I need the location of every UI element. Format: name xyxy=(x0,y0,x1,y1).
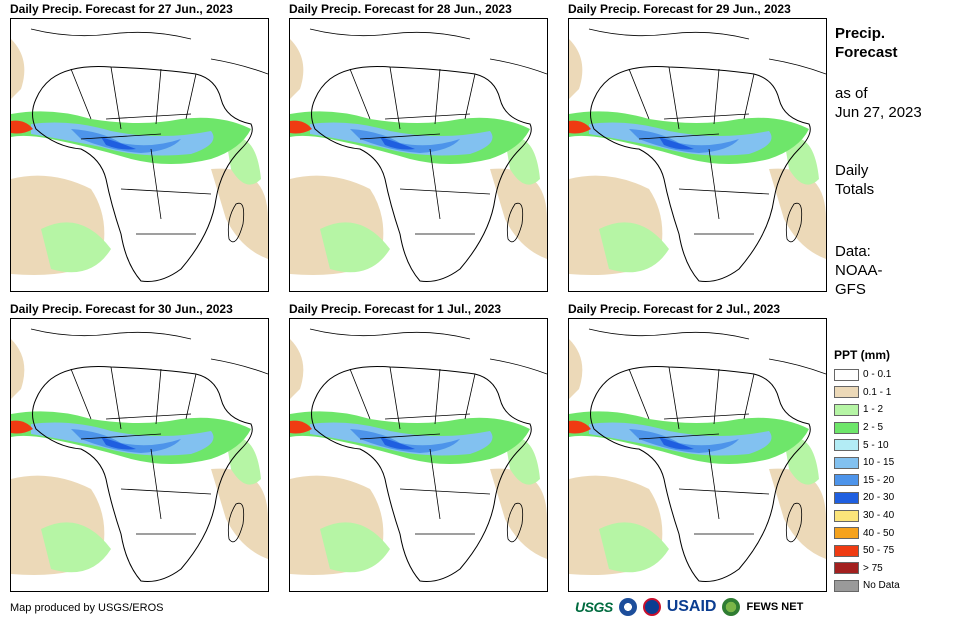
legend-label: No Data xyxy=(863,580,900,592)
panel-title: Daily Precip. Forecast for 1 Jul., 2023 xyxy=(289,302,502,316)
panel-title: Daily Precip. Forecast for 28 Jun., 2023 xyxy=(289,2,512,16)
legend-swatch xyxy=(834,527,859,540)
asof-label: as of xyxy=(835,85,868,102)
sidebar-data-source: Data: NOAA- GFS xyxy=(835,242,883,299)
precip-map xyxy=(568,318,827,592)
legend-swatch xyxy=(834,439,859,452)
legend-swatch xyxy=(834,509,859,522)
legend-swatch xyxy=(834,491,859,504)
legend-label: 40 - 50 xyxy=(863,527,895,539)
legend-title: PPT (mm) xyxy=(834,348,891,362)
legend-item: 10 - 15 xyxy=(834,454,900,472)
fews-globe-icon xyxy=(722,598,741,616)
legend-label: 50 - 75 xyxy=(863,545,895,557)
data-line1: Data: xyxy=(835,243,871,260)
legend-swatch xyxy=(834,474,859,487)
precip-map xyxy=(289,318,548,592)
precip-map xyxy=(568,18,827,292)
sidebar-title-line1: Precip. xyxy=(835,25,886,42)
panel-title: Daily Precip. Forecast for 2 Jul., 2023 xyxy=(568,302,781,316)
legend-label: 2 - 5 xyxy=(863,422,884,434)
legend-label: 0.1 - 1 xyxy=(863,386,892,398)
legend-item: 15 - 20 xyxy=(834,472,900,490)
legend-item: 0.1 - 1 xyxy=(834,384,900,402)
legend-label: 15 - 20 xyxy=(863,474,895,486)
panel-title: Daily Precip. Forecast for 30 Jun., 2023 xyxy=(10,302,233,316)
legend-item: > 75 xyxy=(834,560,900,578)
legend-label: 5 - 10 xyxy=(863,439,889,451)
sidebar-totals: Daily Totals xyxy=(835,161,874,199)
legend-item: 40 - 50 xyxy=(834,524,900,542)
map-credit: Map produced by USGS/EROS xyxy=(10,602,164,614)
legend-swatch xyxy=(834,562,859,575)
legend-label: 1 - 2 xyxy=(863,404,884,416)
noaa-logo-icon xyxy=(618,598,637,616)
legend-label: 30 - 40 xyxy=(863,510,895,522)
data-line2: NOAA- xyxy=(835,262,883,279)
legend-swatch xyxy=(834,579,859,592)
legend-label: 0 - 0.1 xyxy=(863,369,892,381)
totals-line2: Totals xyxy=(835,181,875,198)
asof-date: Jun 27, 2023 xyxy=(835,104,922,121)
fews-logo: FEWS NET xyxy=(746,601,804,613)
legend-item: 20 - 30 xyxy=(834,489,900,507)
partner-logos: USGS USAID FEWS NET xyxy=(575,597,803,617)
legend-item: 30 - 40 xyxy=(834,507,900,525)
legend-item: 0 - 0.1 xyxy=(834,366,900,384)
legend-item: 1 - 2 xyxy=(834,401,900,419)
usaid-seal-icon xyxy=(642,598,661,616)
legend-swatch xyxy=(834,421,859,434)
legend-swatch xyxy=(834,544,859,557)
legend-label: > 75 xyxy=(863,562,883,574)
legend-label: 10 - 15 xyxy=(863,457,895,469)
ppt-legend: PPT (mm) 0 - 0.1 0.1 - 1 1 - 2 2 - 5 5 - 10 1… xyxy=(834,348,900,595)
legend-label: 20 - 30 xyxy=(863,492,895,504)
legend-swatch xyxy=(834,456,859,469)
legend-swatch xyxy=(834,368,859,381)
panel-title: Daily Precip. Forecast for 27 Jun., 2023 xyxy=(10,2,233,16)
sidebar-title: Precip. Forecast xyxy=(835,24,898,62)
legend-item: 5 - 10 xyxy=(834,436,900,454)
legend-swatch xyxy=(834,386,859,399)
sidebar-asof: as of Jun 27, 2023 xyxy=(835,84,922,122)
precip-map xyxy=(289,18,548,292)
precip-map xyxy=(10,18,269,292)
data-line3: GFS xyxy=(835,281,866,298)
panel-title: Daily Precip. Forecast for 29 Jun., 2023 xyxy=(568,2,791,16)
usgs-logo: USGS xyxy=(575,599,613,615)
usaid-logo: USAID xyxy=(666,598,717,615)
precip-map xyxy=(10,318,269,592)
totals-line1: Daily xyxy=(835,162,869,179)
legend-swatch xyxy=(834,403,859,416)
sidebar-title-line2: Forecast xyxy=(835,44,898,61)
legend-item: No Data xyxy=(834,577,900,595)
legend-item: 50 - 75 xyxy=(834,542,900,560)
legend-item: 2 - 5 xyxy=(834,419,900,437)
